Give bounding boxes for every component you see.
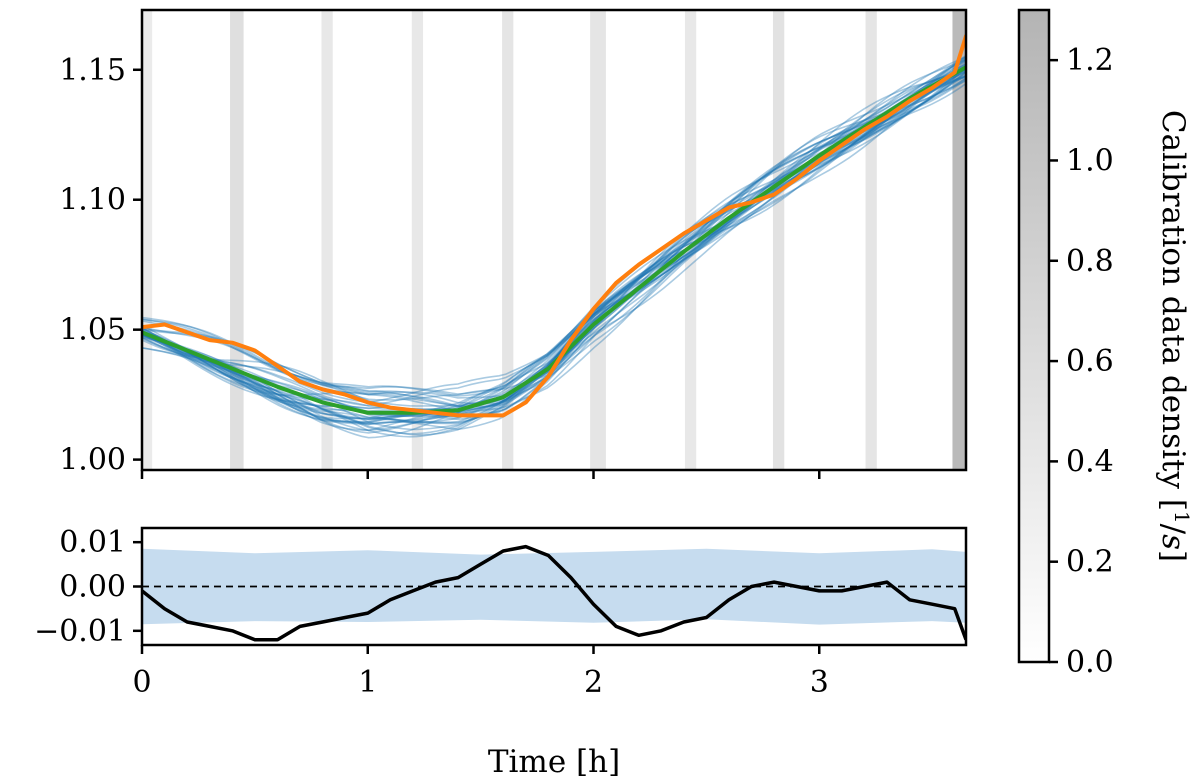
colorbar-tick-label: 0.2 [1066, 545, 1114, 580]
calibration-band [411, 10, 424, 470]
ensemble-line [142, 57, 966, 411]
y-tick-label: 0.01 [59, 525, 126, 560]
ensemble-line [142, 58, 966, 431]
colorbar: 0.0 0.2 0.4 0.6 0.8 1.0 1.2 Calibration data d… [1017, 8, 1194, 680]
main-series [142, 34, 966, 418]
y-tick-label: 1.00 [59, 443, 126, 478]
calibration-band [502, 10, 514, 470]
colorbar-tick-label: 0.8 [1066, 244, 1114, 279]
measured-line [142, 34, 966, 418]
ensemble-line [142, 59, 966, 411]
ensemble-line [142, 77, 966, 407]
colorbar-ticks: 0.0 0.2 0.4 0.6 0.8 1.0 1.2 [1049, 43, 1114, 680]
ensemble-line [142, 75, 966, 416]
colorbar-gradient [1019, 10, 1049, 662]
colorbar-tick-label: 0.4 [1066, 444, 1114, 479]
x-tick-label: 1 [358, 665, 377, 700]
main-x-ticks [140, 470, 821, 479]
x-axis-title: Time [h] [488, 744, 620, 780]
ensemble-line [142, 59, 966, 421]
ensemble-line [142, 63, 966, 425]
residual-plot: 0.01 0.00 −0.01 0 1 2 3 Time [h] [34, 525, 968, 780]
calibration-band [590, 10, 606, 470]
mean-fit-line [142, 65, 966, 415]
calibration-band [684, 10, 697, 470]
main-plot-frame [140, 8, 968, 472]
ensemble-line [142, 63, 966, 395]
ensemble-line [142, 61, 966, 420]
residual-line [142, 544, 966, 642]
residual-series [142, 544, 966, 642]
colorbar-tick-label: 1.0 [1066, 143, 1114, 178]
x-tick-label: 3 [810, 665, 829, 700]
main-y-axis: 1.00 1.05 1.10 1.15 [59, 53, 142, 478]
colorbar-label: Calibration data density [1/s] [1155, 110, 1194, 562]
ensemble-line [142, 69, 966, 422]
y-tick-label: −0.01 [34, 614, 126, 649]
residual-x-axis: 0 1 2 3 [132, 645, 829, 700]
ensemble-line [142, 56, 966, 424]
ensemble-line [142, 56, 966, 397]
y-tick-label: 0.00 [59, 570, 126, 605]
calibration-bands [142, 10, 966, 470]
colorbar-tick-label: 0.6 [1066, 344, 1114, 379]
calibration-band [772, 10, 785, 470]
calibration-band [142, 10, 153, 470]
calibration-band [865, 10, 877, 470]
x-tick-label: 2 [584, 665, 603, 700]
colorbar-frame [1017, 8, 1051, 664]
calibration-band [321, 10, 333, 470]
calibration-band [230, 10, 244, 470]
residual-y-axis: 0.01 0.00 −0.01 [34, 525, 142, 649]
colorbar-tick-label: 1.2 [1066, 43, 1114, 78]
y-tick-label: 1.15 [59, 53, 126, 88]
main-plot: 1.00 1.05 1.10 1.15 [59, 8, 968, 479]
x-tick-label: 0 [132, 665, 151, 700]
ensemble-line [142, 66, 966, 416]
ensemble-line [142, 67, 966, 431]
y-tick-label: 1.05 [59, 313, 126, 348]
y-tick-label: 1.10 [59, 183, 126, 218]
colorbar-tick-label: 0.0 [1066, 645, 1114, 680]
calibration-band [952, 10, 966, 470]
ensemble-line [142, 66, 966, 439]
